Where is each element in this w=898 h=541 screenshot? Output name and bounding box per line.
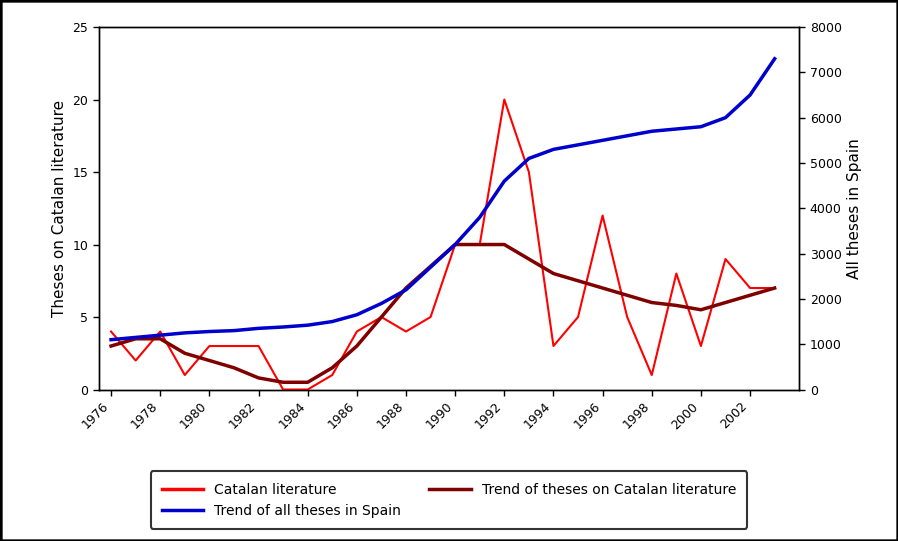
Legend: Catalan literature, Trend of all theses in Spain, Trend of theses on Catalan lit: Catalan literature, Trend of all theses … [151, 471, 747, 529]
Y-axis label: All theses in Spain: All theses in Spain [847, 138, 862, 279]
Y-axis label: Theses on Catalan literature: Theses on Catalan literature [52, 100, 67, 317]
